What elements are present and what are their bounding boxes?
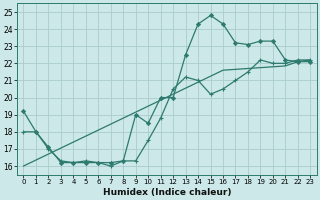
X-axis label: Humidex (Indice chaleur): Humidex (Indice chaleur) — [103, 188, 231, 197]
